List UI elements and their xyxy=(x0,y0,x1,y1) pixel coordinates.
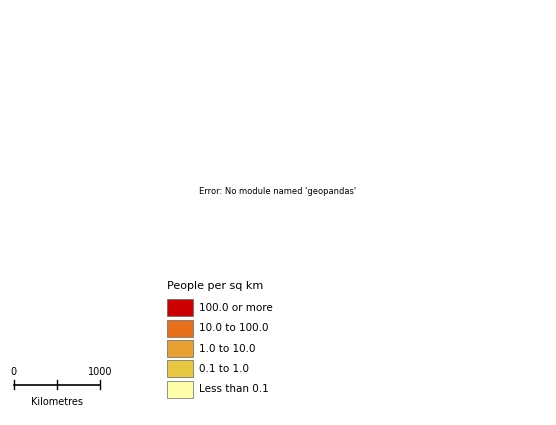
Text: 0: 0 xyxy=(11,367,17,377)
FancyBboxPatch shape xyxy=(167,299,193,316)
Text: 1000: 1000 xyxy=(88,367,112,377)
Text: Error: No module named 'geopandas': Error: No module named 'geopandas' xyxy=(200,187,356,196)
Text: 0.1 to 1.0: 0.1 to 1.0 xyxy=(199,364,249,374)
Text: People per sq km: People per sq km xyxy=(167,281,263,291)
FancyBboxPatch shape xyxy=(167,320,193,337)
FancyBboxPatch shape xyxy=(167,360,193,377)
Text: 10.0 to 100.0: 10.0 to 100.0 xyxy=(199,323,269,333)
FancyBboxPatch shape xyxy=(167,381,193,398)
Text: Less than 0.1: Less than 0.1 xyxy=(199,384,269,394)
Text: 100.0 or more: 100.0 or more xyxy=(199,303,273,313)
FancyBboxPatch shape xyxy=(167,340,193,357)
Text: Kilometres: Kilometres xyxy=(31,397,83,408)
Text: 1.0 to 10.0: 1.0 to 10.0 xyxy=(199,343,256,354)
